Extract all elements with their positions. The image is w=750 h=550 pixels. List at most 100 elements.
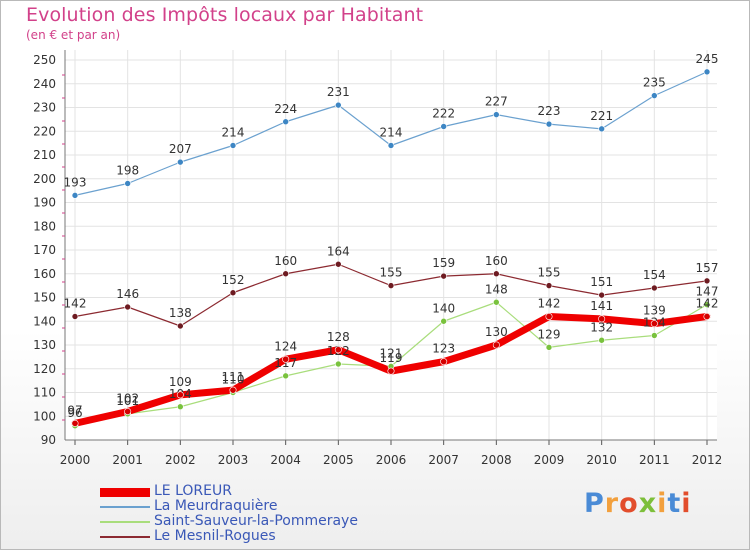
data-point — [598, 315, 606, 323]
data-point — [335, 101, 342, 109]
data-label: 222 — [432, 107, 455, 121]
data-label: 130 — [485, 325, 508, 339]
data-point — [335, 360, 342, 368]
x-tick-label: 2007 — [428, 453, 459, 467]
data-label: 117 — [274, 356, 297, 370]
legend-label: LE LOREUR — [154, 483, 232, 499]
legend-label: Le Mesnil-Rogues — [154, 528, 276, 544]
data-label: 164 — [327, 244, 350, 258]
y-tick-label: 130 — [33, 338, 56, 352]
x-tick-label: 2010 — [586, 453, 617, 467]
data-point — [282, 355, 290, 363]
chart-subtitle: (en € et par an) — [26, 28, 121, 42]
data-point — [282, 372, 289, 380]
x-tick-label: 2004 — [270, 453, 301, 467]
x-tick-label: 2002 — [165, 453, 196, 467]
data-point — [651, 284, 658, 292]
y-tick-label: 120 — [33, 362, 56, 376]
data-point — [71, 419, 79, 427]
data-point — [545, 344, 553, 351]
data-label: 221 — [590, 109, 613, 123]
data-label: 151 — [590, 275, 613, 289]
legend-swatch — [100, 506, 150, 508]
logo-letter: i — [657, 488, 668, 519]
logo-letter: r — [604, 488, 620, 519]
data-point — [440, 272, 447, 280]
data-label: 198 — [116, 164, 139, 178]
data-label: 109 — [169, 375, 192, 389]
logo-letter: t — [667, 488, 682, 519]
logo-letter: i — [681, 488, 692, 519]
data-label: 138 — [169, 306, 192, 320]
data-point — [493, 270, 500, 278]
legend-label: La Meurdraquière — [154, 498, 278, 514]
data-label: 124 — [274, 339, 297, 353]
data-point — [176, 391, 184, 399]
data-point — [71, 313, 79, 320]
data-point — [651, 92, 658, 99]
y-tick-label: 140 — [33, 314, 56, 328]
x-tick-label: 2009 — [534, 453, 565, 467]
data-label: 101 — [116, 394, 139, 408]
y-tick-label: 170 — [33, 243, 56, 257]
data-label: 140 — [432, 301, 455, 315]
legend-swatch — [100, 487, 150, 497]
data-label: 148 — [485, 282, 508, 296]
x-tick-label: 2006 — [376, 453, 407, 467]
x-tick-label: 2000 — [60, 453, 91, 467]
data-point — [440, 317, 447, 325]
data-label: 152 — [222, 273, 245, 287]
x-tick-label: 2001 — [112, 453, 143, 467]
data-point — [703, 68, 711, 76]
data-label: 139 — [643, 304, 666, 318]
y-tick-label: 90 — [41, 433, 56, 447]
data-label: 123 — [432, 342, 455, 356]
y-tick-label: 110 — [33, 386, 56, 400]
data-point — [440, 358, 448, 366]
data-point — [598, 336, 605, 344]
y-tick-label: 150 — [33, 291, 56, 305]
y-tick-label: 250 — [33, 53, 56, 67]
data-label: 160 — [485, 254, 508, 268]
data-point — [229, 386, 237, 394]
data-label: 235 — [643, 76, 666, 90]
data-point — [598, 125, 605, 133]
data-point — [177, 158, 184, 166]
data-point — [387, 367, 395, 375]
x-tick-label: 2011 — [639, 453, 670, 467]
legend-swatch — [100, 536, 150, 538]
data-label: 223 — [538, 104, 561, 118]
data-label: 214 — [222, 126, 245, 140]
data-label: 159 — [432, 256, 455, 270]
data-label: 129 — [538, 327, 561, 341]
x-tick-label: 2003 — [218, 453, 249, 467]
chart-title: Evolution des Impôts locaux par Habitant — [26, 4, 424, 26]
data-label: 160 — [274, 254, 297, 268]
data-label: 155 — [380, 266, 403, 280]
data-label: 207 — [169, 142, 192, 156]
data-point — [703, 312, 711, 320]
data-point — [598, 291, 605, 299]
data-point — [387, 142, 395, 149]
x-tick-label: 2008 — [481, 453, 512, 467]
data-label: 141 — [590, 299, 613, 313]
data-label: 110 — [222, 373, 245, 387]
y-tick-label: 180 — [33, 219, 56, 233]
data-label: 96 — [67, 406, 82, 420]
y-tick-label: 160 — [33, 267, 56, 281]
data-label: 97 — [67, 403, 82, 417]
data-point — [493, 111, 500, 118]
proxiti-logo: Proxiti — [584, 488, 692, 519]
data-label: 214 — [380, 126, 403, 140]
data-point — [177, 322, 184, 330]
data-label: 142 — [538, 297, 561, 311]
y-tick-label: 220 — [33, 124, 56, 138]
y-tick-label: 200 — [33, 172, 56, 186]
data-label: 111 — [222, 370, 245, 384]
data-point — [493, 298, 500, 306]
legend-label: Saint-Sauveur-la-Pommeraye — [154, 513, 358, 529]
y-tick-label: 230 — [33, 101, 56, 115]
data-label: 132 — [590, 320, 613, 334]
data-label: 128 — [327, 330, 350, 344]
data-point — [282, 118, 289, 126]
